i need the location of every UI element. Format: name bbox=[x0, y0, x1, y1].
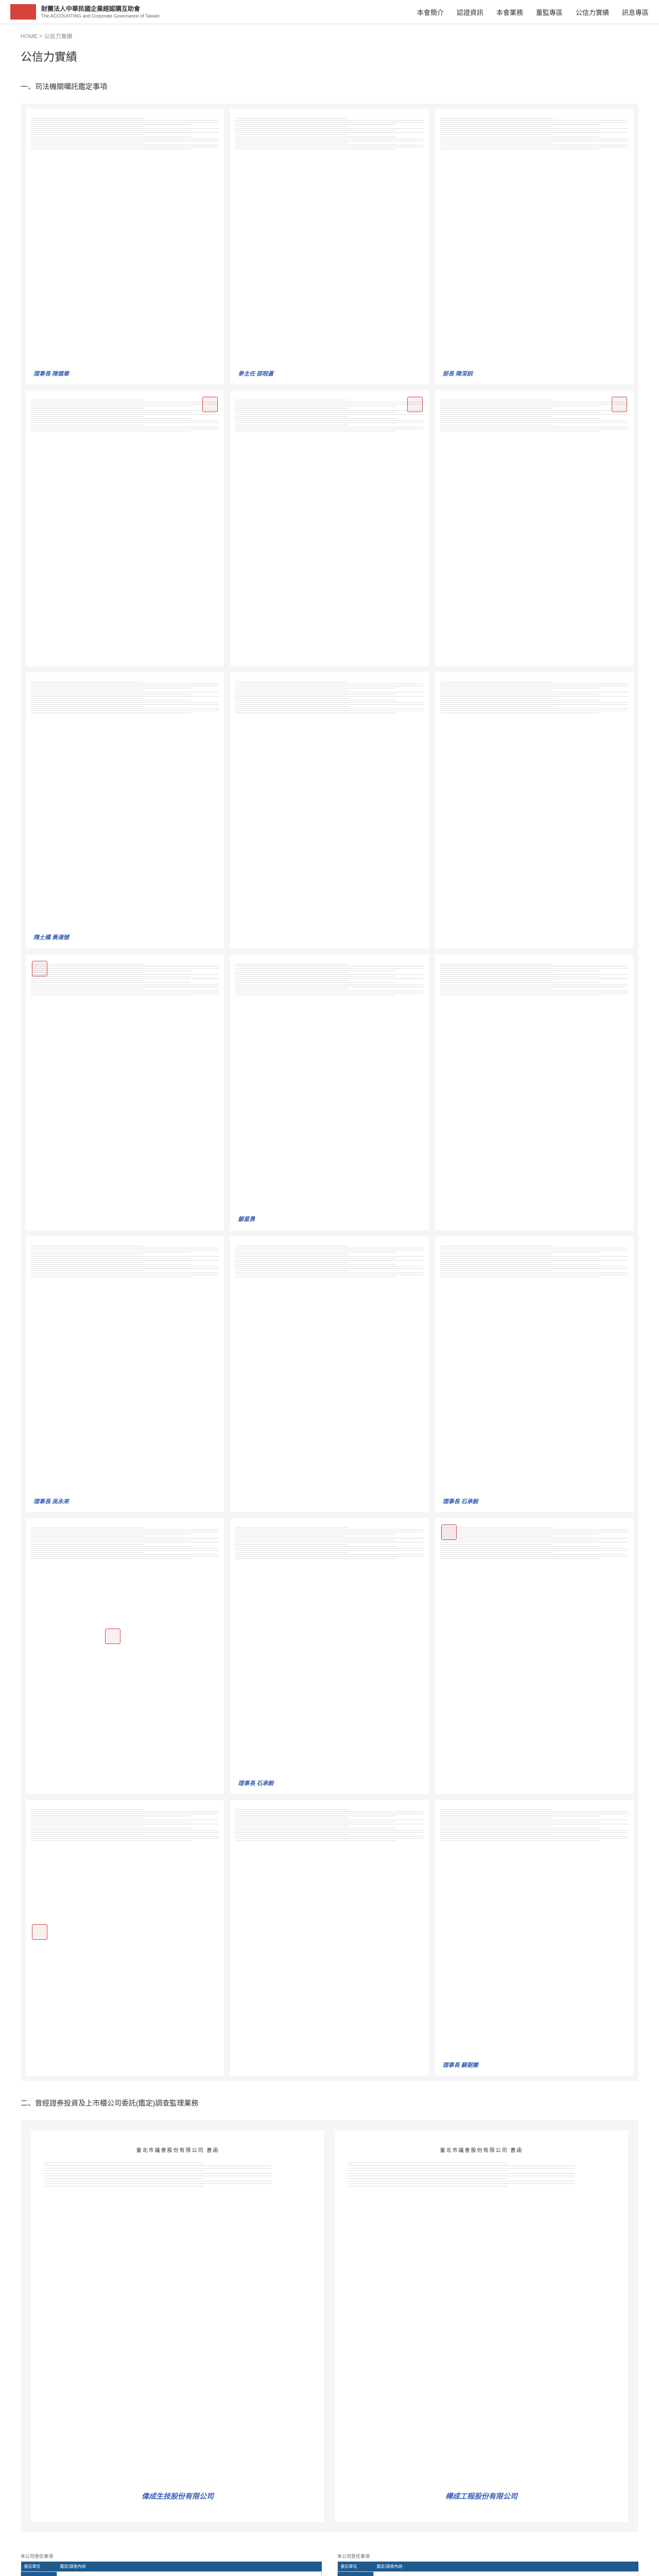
signature: 理事長 石承毅 bbox=[238, 1780, 273, 1788]
signature: 參主任 邵皖蒼 bbox=[238, 370, 273, 378]
org-name: 財團法人中華民國企業經認購互助會 bbox=[41, 5, 160, 13]
stamp-icon bbox=[202, 397, 218, 412]
logo[interactable] bbox=[10, 4, 36, 20]
document-grid-1: 理事長 陳燦章參主任 邵皖蒼部長 陳深訓隋土橘 黃達號鄒星勇理事長 吳永來理事長… bbox=[21, 104, 638, 2081]
nav-item[interactable]: 董監專區 bbox=[536, 7, 563, 17]
nav-item[interactable]: 公信力實績 bbox=[576, 7, 609, 17]
document-thumbnail[interactable]: 理事長 石承毅 bbox=[435, 1236, 633, 1512]
document-thumbnail[interactable] bbox=[230, 672, 428, 948]
table-header: 委託單位 bbox=[338, 2562, 374, 2572]
table-row bbox=[21, 2572, 322, 2576]
table-header: 委託單位 bbox=[21, 2562, 57, 2572]
document-thumbnail[interactable] bbox=[230, 391, 428, 666]
signature: 理事長 吳永來 bbox=[33, 1498, 69, 1506]
document-thumbnail[interactable] bbox=[230, 1236, 428, 1512]
stamp-icon bbox=[32, 1924, 47, 1940]
document-thumbnail[interactable] bbox=[435, 672, 633, 948]
table-row bbox=[338, 2572, 638, 2576]
section-title-2: 二、曾經證券投資及上市櫃公司委託(鑑定)調查監理業務 bbox=[21, 2094, 638, 2112]
document-thumbnail[interactable]: 理事長 吳永來 bbox=[26, 1236, 224, 1512]
table-title: 本公司受任事項 bbox=[337, 2553, 638, 2560]
document-thumbnail[interactable]: 理事長 石承毅 bbox=[230, 1518, 428, 1794]
data-table: 委託單位鑑定/調查內容 bbox=[21, 2562, 322, 2576]
nav-item[interactable]: 訊息專區 bbox=[622, 7, 649, 17]
document-thumbnail[interactable]: 部長 陳深訓 bbox=[435, 109, 633, 384]
table-header: 鑑定/調查內容 bbox=[57, 2562, 322, 2572]
table-header: 鑑定/調查內容 bbox=[374, 2562, 638, 2572]
document-thumbnail[interactable]: 理事長 蘇弼燮 bbox=[435, 1800, 633, 2076]
letter-head: 臺北市議會股份有限公司 書函 bbox=[348, 2146, 615, 2154]
tables-wrap: 本公司受任事項委託單位鑑定/調查內容本公司受任事項委託單位鑑定/調查內容本公司受… bbox=[21, 2548, 638, 2576]
signature: 理事長 陳燦章 bbox=[33, 370, 69, 378]
document-thumbnail[interactable] bbox=[230, 1800, 428, 2076]
document-thumbnail[interactable] bbox=[435, 955, 633, 1230]
signature: 隋土橘 黃達號 bbox=[33, 934, 69, 942]
letter-document[interactable]: 臺北市議會股份有限公司 書函偉成生技股份有限公司 bbox=[31, 2130, 324, 2522]
site-header: 財團法人中華民國企業經認購互助會 The ACCOUNTING and Corp… bbox=[0, 0, 659, 24]
letter-signature: 樺成工程股份有限公司 bbox=[445, 2491, 517, 2501]
nav-item[interactable]: 認證資訊 bbox=[457, 7, 483, 17]
document-thumbnail[interactable]: 理事長 陳燦章 bbox=[26, 109, 224, 384]
breadcrumb: HOME > 公信力實績 bbox=[0, 24, 659, 48]
stamp-icon bbox=[32, 961, 47, 976]
stamp-icon bbox=[407, 397, 423, 412]
stamp-icon bbox=[612, 397, 627, 412]
document-thumbnail[interactable] bbox=[435, 391, 633, 666]
signature: 鄒星勇 bbox=[238, 1216, 255, 1224]
stamp-icon bbox=[441, 1524, 457, 1540]
signature: 理事長 蘇弼燮 bbox=[443, 2062, 478, 2070]
letter-signature: 偉成生技股份有限公司 bbox=[142, 2491, 214, 2501]
letter-grid: 臺北市議會股份有限公司 書函偉成生技股份有限公司臺北市議會股份有限公司 書函樺成… bbox=[21, 2120, 638, 2532]
letter-document[interactable]: 臺北市議會股份有限公司 書函樺成工程股份有限公司 bbox=[335, 2130, 628, 2522]
section-title-1: 一、司法機關囑託鑑定事項 bbox=[21, 77, 638, 96]
letter-head: 臺北市議會股份有限公司 書函 bbox=[44, 2146, 311, 2154]
stamp-icon bbox=[105, 1629, 120, 1644]
document-thumbnail[interactable]: 隋土橘 黃達號 bbox=[26, 672, 224, 948]
main-nav: 本會簡介 認證資訊 本會業務 董監專區 公信力實績 訊息專區 bbox=[417, 7, 649, 17]
document-thumbnail[interactable]: 參主任 邵皖蒼 bbox=[230, 109, 428, 384]
signature: 理事長 石承毅 bbox=[443, 1498, 478, 1506]
data-table: 委託單位鑑定/調查內容 bbox=[337, 2562, 638, 2576]
page-title: 公信力實績 bbox=[21, 48, 638, 64]
nav-item[interactable]: 本會簡介 bbox=[417, 7, 444, 17]
document-thumbnail[interactable] bbox=[26, 1518, 224, 1794]
document-thumbnail[interactable] bbox=[26, 391, 224, 666]
document-thumbnail[interactable]: 鄒星勇 bbox=[230, 955, 428, 1230]
org-subtitle: The ACCOUNTING and Corporate Governance … bbox=[41, 13, 160, 19]
table-title: 本公司受任事項 bbox=[21, 2553, 322, 2560]
signature: 部長 陳深訓 bbox=[443, 370, 473, 378]
document-thumbnail[interactable] bbox=[26, 1800, 224, 2076]
nav-item[interactable]: 本會業務 bbox=[496, 7, 523, 17]
document-thumbnail[interactable] bbox=[26, 955, 224, 1230]
document-thumbnail[interactable] bbox=[435, 1518, 633, 1794]
